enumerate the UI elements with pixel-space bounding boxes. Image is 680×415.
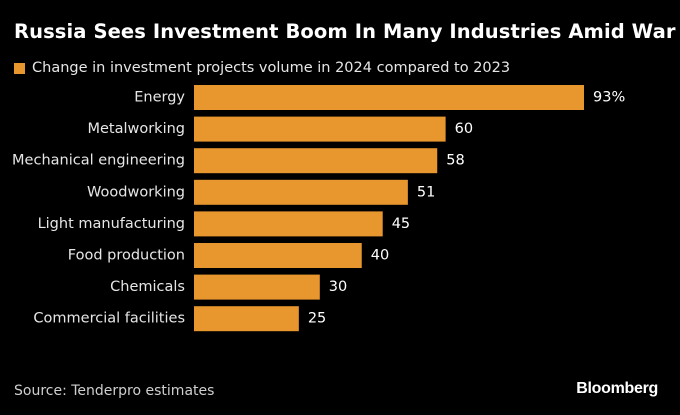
bar-metalworking <box>194 116 446 142</box>
category-label: Metalworking <box>87 121 185 137</box>
legend: Change in investment projects volume in … <box>14 60 510 76</box>
category-label: Food production <box>68 248 185 264</box>
bar-chemicals <box>194 274 320 300</box>
category-label: Mechanical engineering <box>12 153 185 169</box>
value-label: 51 <box>417 184 435 200</box>
category-label: Commercial facilities <box>33 311 185 327</box>
bar-light-manufacturing <box>194 211 383 237</box>
bar-chart: Energy 93% Metalworking 60 Mechanical engine… <box>12 85 625 332</box>
legend-label: Change in investment projects volume in … <box>32 60 511 76</box>
value-label: 25 <box>308 311 326 327</box>
category-label: Chemicals <box>110 279 185 295</box>
value-label: 58 <box>446 153 464 169</box>
category-label: Woodworking <box>87 184 185 200</box>
value-label: 93% <box>593 90 625 106</box>
bar-commercial-facilities <box>194 306 299 332</box>
value-label: 60 <box>455 121 473 137</box>
value-label: 30 <box>329 279 347 295</box>
value-label: 40 <box>371 248 389 264</box>
bar-mechanical-engineering <box>194 148 438 174</box>
category-label: Light manufacturing <box>38 216 185 232</box>
value-label: 45 <box>392 216 410 232</box>
bar-energy <box>194 85 584 110</box>
bar-food-production <box>194 243 362 268</box>
bloomberg-logo: Bloomberg <box>576 380 658 397</box>
legend-swatch <box>14 62 25 74</box>
chart-title: Russia Sees Investment Boom In Many Indu… <box>14 20 676 43</box>
bar-woodworking <box>194 179 408 205</box>
source-note: Source: Tenderpro estimates <box>14 383 215 399</box>
category-label: Energy <box>134 90 185 106</box>
